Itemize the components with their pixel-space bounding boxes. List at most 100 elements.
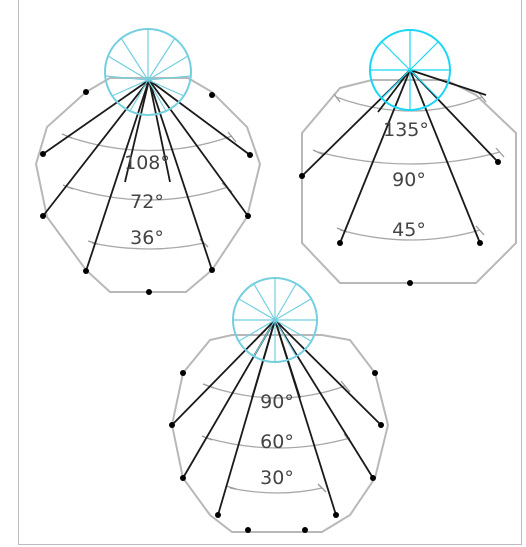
circle-line: [274, 319, 312, 342]
arc-tick: [87, 240, 99, 245]
vertex-dot: [209, 92, 215, 98]
vertex-dot: [337, 240, 343, 246]
circle-line: [111, 79, 149, 97]
arc-72: [67, 186, 229, 201]
octagon-outline: [301, 79, 517, 284]
spoke: [42, 79, 150, 217]
spoke: [409, 69, 481, 244]
vertex-dot: [299, 173, 305, 179]
diagram-dodecagon: 90° 60° 30°: [169, 277, 390, 533]
vertex-dot: [495, 159, 501, 165]
spoke: [377, 69, 411, 113]
angle-label: 60°: [260, 431, 294, 453]
spoke: [148, 79, 213, 271]
circle-line: [381, 69, 411, 99]
arc-30: [229, 487, 323, 494]
spoke: [274, 319, 382, 426]
vertex-dot: [247, 152, 253, 158]
spoke: [85, 79, 150, 272]
circle-line: [147, 75, 192, 81]
angle-label: 45°: [392, 219, 426, 241]
arc-tick: [333, 93, 341, 103]
arc-90: [207, 385, 346, 399]
dodecagon-outline: [170, 334, 390, 533]
circle-line: [104, 75, 149, 81]
angle-label: 108°: [124, 152, 170, 174]
arc-tick: [202, 383, 215, 389]
diagram-octagon: 135° 90° 45°: [299, 29, 517, 286]
spoke: [339, 69, 411, 244]
arc-tick: [475, 225, 485, 236]
circle-line: [147, 37, 176, 81]
angle-label: 72°: [130, 191, 164, 213]
arc-tick: [340, 380, 351, 393]
circle-line: [147, 79, 185, 97]
spoke: [148, 79, 249, 217]
vertex-dot: [83, 89, 89, 95]
circle-line: [238, 298, 276, 321]
circle-line: [147, 79, 167, 112]
vertex-dot: [40, 151, 46, 157]
arc-tick: [61, 133, 73, 139]
arc-tick: [225, 485, 237, 490]
diagram-decagon: 108° 72° 36°: [34, 28, 262, 295]
arc-tick: [478, 92, 487, 103]
angle-label: 30°: [260, 467, 294, 489]
vertex-dot: [180, 475, 186, 481]
circle-line: [147, 55, 189, 81]
vertex-dot: [180, 370, 186, 376]
spoke: [124, 79, 150, 183]
circle-line: [274, 319, 297, 357]
arc-tick: [317, 483, 327, 493]
vertex-dot: [302, 527, 308, 533]
vertex-dot: [372, 370, 378, 376]
arc-tick: [62, 184, 74, 190]
vertex-dot: [40, 213, 46, 219]
vertex-dot: [215, 512, 221, 518]
vertex-dot: [209, 267, 215, 273]
angle-label: 135°: [383, 119, 429, 141]
vertex-dot: [146, 289, 152, 295]
vertex-dot: [378, 422, 384, 428]
vertex-dot: [477, 240, 483, 246]
spoke: [274, 319, 374, 479]
arc-tick: [227, 131, 237, 143]
arc-tick: [312, 149, 325, 156]
circle-line: [120, 37, 149, 81]
spoke: [274, 319, 337, 516]
arc-108: [65, 135, 233, 152]
vertex-dot: [245, 213, 251, 219]
arc-90: [317, 151, 501, 165]
circle-line: [238, 319, 276, 342]
arc-60: [206, 437, 351, 449]
angle-label: 36°: [130, 227, 164, 249]
vertex-dot: [169, 422, 175, 428]
circle-line: [253, 319, 276, 357]
circle-line: [253, 283, 276, 321]
figure-frame: [18, 0, 522, 545]
arc-135: [335, 96, 483, 112]
vertex-dot: [370, 475, 376, 481]
circle-line: [381, 41, 411, 71]
vertex-dot: [407, 280, 413, 286]
circle-line: [274, 283, 297, 321]
angle-label: 90°: [392, 169, 426, 191]
vertex-dot: [333, 512, 339, 518]
circle-line: [107, 55, 149, 81]
spoke: [42, 79, 150, 155]
circle-line: [409, 41, 439, 71]
spoke: [251, 319, 276, 399]
circle-line: [274, 298, 312, 321]
arc-36: [91, 242, 205, 250]
arc-45: [339, 229, 481, 241]
vertex-dot: [83, 268, 89, 274]
angle-label: 90°: [260, 391, 294, 413]
spoke: [171, 319, 276, 426]
arc-tick: [495, 147, 505, 158]
circle-line: [129, 79, 149, 112]
circle-line: [409, 69, 439, 99]
vertex-dot: [245, 527, 251, 533]
spoke: [148, 79, 171, 183]
spoke: [148, 79, 251, 156]
